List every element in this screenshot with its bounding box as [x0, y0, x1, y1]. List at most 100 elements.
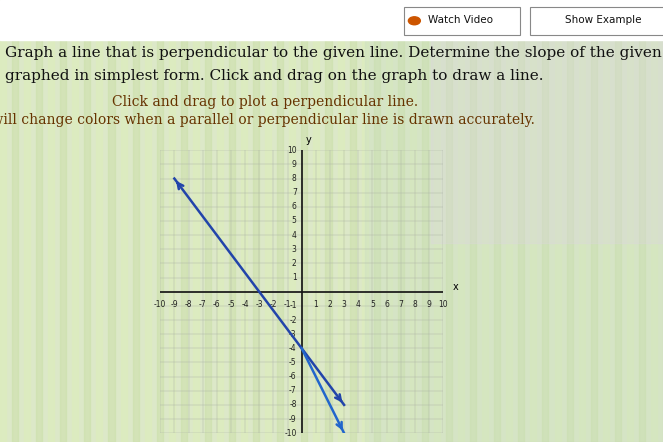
- Bar: [639, 0, 645, 442]
- Bar: [96, 0, 103, 442]
- Text: -6: -6: [289, 372, 297, 381]
- Text: 2: 2: [328, 300, 332, 309]
- Bar: [229, 0, 235, 442]
- Bar: [217, 0, 223, 442]
- Text: 4: 4: [356, 300, 361, 309]
- Text: -4: -4: [241, 300, 249, 309]
- Text: 10: 10: [438, 300, 448, 309]
- Bar: [410, 0, 416, 442]
- Text: 8: 8: [412, 300, 417, 309]
- Text: 4: 4: [292, 231, 297, 240]
- Text: 2: 2: [292, 259, 297, 268]
- Text: -8: -8: [289, 400, 297, 409]
- Bar: [542, 0, 548, 442]
- Bar: [241, 0, 247, 442]
- Text: -2: -2: [289, 316, 297, 324]
- Text: -7: -7: [199, 300, 206, 309]
- Bar: [72, 0, 78, 442]
- Text: 6: 6: [292, 202, 297, 211]
- Text: 6: 6: [384, 300, 389, 309]
- Bar: [289, 0, 295, 442]
- Text: x: x: [453, 282, 459, 293]
- Text: 1: 1: [314, 300, 318, 309]
- Text: -6: -6: [213, 300, 221, 309]
- Text: 7: 7: [292, 188, 297, 197]
- Bar: [458, 0, 464, 442]
- Bar: [651, 0, 657, 442]
- Bar: [530, 7, 663, 35]
- Bar: [48, 0, 54, 442]
- Bar: [507, 0, 512, 442]
- Text: The line will change colors when a parallel or perpendicular line is drawn accur: The line will change colors when a paral…: [0, 113, 534, 127]
- Bar: [193, 0, 199, 442]
- Text: 9: 9: [292, 160, 297, 169]
- Text: Watch Video: Watch Video: [428, 15, 493, 25]
- Bar: [133, 0, 139, 442]
- Text: -3: -3: [255, 300, 263, 309]
- Text: -5: -5: [289, 358, 297, 367]
- Bar: [374, 0, 380, 442]
- Bar: [431, 0, 663, 243]
- Bar: [554, 0, 560, 442]
- Bar: [615, 0, 621, 442]
- Text: -1: -1: [289, 301, 297, 310]
- Bar: [591, 0, 597, 442]
- Text: -10: -10: [154, 300, 166, 309]
- Text: 5: 5: [292, 217, 297, 225]
- Bar: [518, 0, 524, 442]
- Text: Show Example: Show Example: [565, 15, 642, 25]
- Bar: [386, 0, 392, 442]
- Text: -2: -2: [270, 300, 277, 309]
- Bar: [470, 0, 476, 442]
- Bar: [326, 0, 332, 442]
- Bar: [265, 0, 271, 442]
- Bar: [349, 0, 355, 442]
- Bar: [277, 0, 283, 442]
- Bar: [156, 0, 162, 442]
- Text: 1: 1: [292, 273, 297, 282]
- Text: 3: 3: [292, 245, 297, 254]
- Text: -7: -7: [289, 386, 297, 395]
- Bar: [169, 0, 175, 442]
- Text: -9: -9: [289, 415, 297, 423]
- Bar: [530, 0, 536, 442]
- Bar: [24, 0, 30, 442]
- Bar: [361, 0, 368, 442]
- Bar: [482, 0, 488, 442]
- Bar: [365, 0, 663, 442]
- Circle shape: [408, 17, 420, 25]
- Bar: [434, 0, 440, 442]
- Bar: [579, 0, 585, 442]
- Bar: [253, 0, 259, 442]
- Bar: [205, 0, 211, 442]
- Bar: [0, 0, 6, 442]
- Text: 3: 3: [341, 300, 347, 309]
- Text: 9: 9: [426, 300, 432, 309]
- Bar: [109, 0, 115, 442]
- Bar: [12, 0, 18, 442]
- Bar: [404, 7, 520, 35]
- Bar: [446, 0, 452, 442]
- Bar: [60, 0, 66, 442]
- Bar: [0, 0, 663, 40]
- Text: 7: 7: [398, 300, 403, 309]
- Bar: [494, 0, 501, 442]
- Bar: [314, 0, 320, 442]
- Bar: [422, 0, 428, 442]
- Bar: [145, 0, 151, 442]
- Bar: [567, 0, 573, 442]
- Text: 10: 10: [287, 146, 297, 155]
- Bar: [603, 0, 609, 442]
- Text: Click and drag to plot a perpendicular line.: Click and drag to plot a perpendicular l…: [112, 95, 418, 109]
- Text: 5: 5: [370, 300, 375, 309]
- Text: -10: -10: [284, 429, 297, 438]
- Text: -3: -3: [289, 330, 297, 339]
- Bar: [398, 0, 404, 442]
- Bar: [84, 0, 90, 442]
- Bar: [337, 0, 343, 442]
- Bar: [627, 0, 633, 442]
- Bar: [121, 0, 127, 442]
- Bar: [181, 0, 187, 442]
- Text: Graph a line that is perpendicular to the given line. Determine the slope of the: Graph a line that is perpendicular to th…: [5, 46, 663, 61]
- Bar: [36, 0, 42, 442]
